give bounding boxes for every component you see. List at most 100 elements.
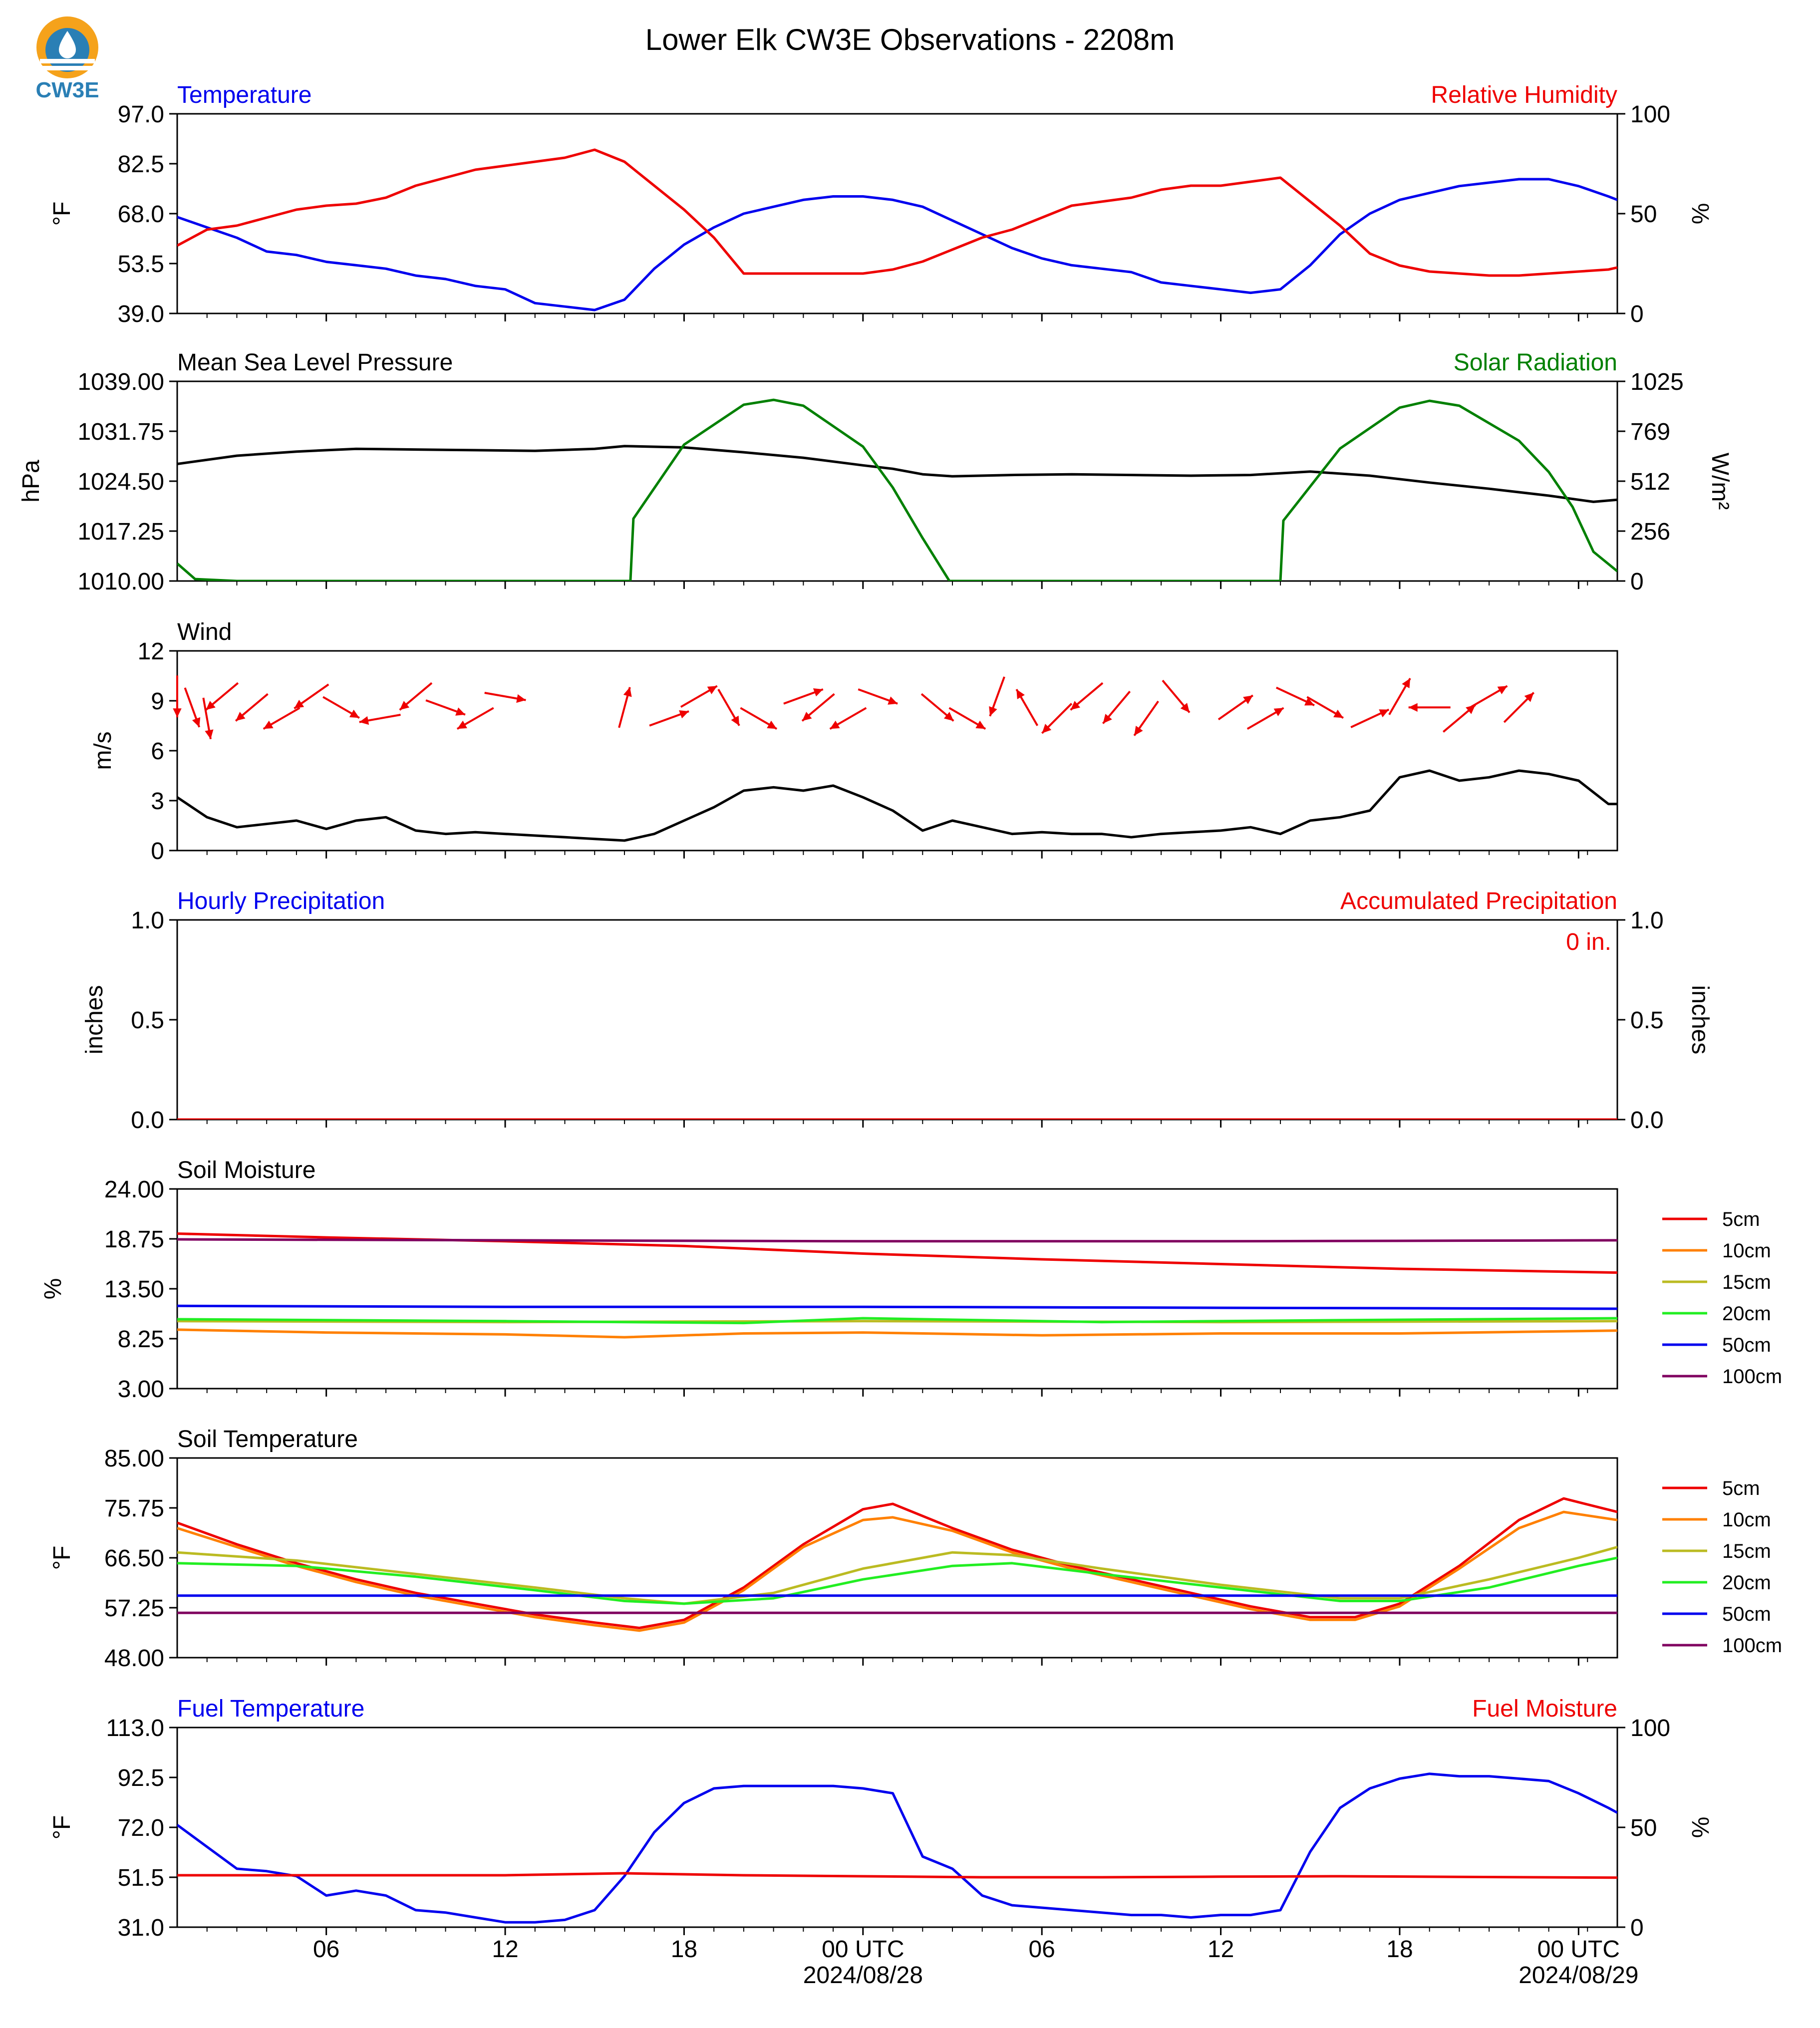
wind-arrow-head — [1379, 709, 1389, 718]
wind-arrow-head — [455, 707, 465, 716]
y-tick-label-right: 256 — [1630, 519, 1670, 545]
legend: 5cm 10cm 15cm 20cm 50cm 100cm — [1662, 1208, 1782, 1388]
wind-arrow — [1306, 696, 1344, 719]
wind-arrow — [294, 683, 329, 710]
wind-arrow-head — [1333, 709, 1343, 718]
legend-label: 10cm — [1722, 1509, 1771, 1531]
y-tick-label-left: 75.75 — [104, 1495, 164, 1522]
wind-arrow-head — [1134, 726, 1143, 736]
wind-arrow-head — [1042, 724, 1052, 733]
wind-arrow — [1102, 690, 1131, 724]
wind-arrow — [1133, 700, 1159, 736]
wind-arrow — [649, 710, 689, 727]
y-tick-label-left: 1017.25 — [77, 519, 164, 545]
wind-arrow-head — [236, 712, 246, 721]
y-tick-label-left: 1024.50 — [77, 469, 164, 495]
y-axis-label-right: % — [1687, 203, 1713, 225]
series-line-fuel-temperature — [177, 1772, 1617, 1924]
legend-label: 50cm — [1722, 1334, 1771, 1356]
y-tick-label-right: 769 — [1630, 419, 1670, 445]
wind-arrow-head — [206, 701, 216, 710]
y-axis-label-left: inches — [81, 985, 108, 1055]
y-tick-label-left: 12 — [138, 638, 164, 665]
plot-frame — [176, 1727, 1618, 1928]
wind-arrow — [359, 714, 401, 725]
legend-label: 5cm — [1722, 1477, 1760, 1499]
x-tick-label: 18 — [1386, 1936, 1413, 1963]
y-tick-label-left: 113.0 — [106, 1715, 164, 1741]
y-tick-label-left: 8.25 — [118, 1326, 164, 1353]
wind-arrow-head — [623, 687, 632, 697]
y-tick-label-left: 24.00 — [104, 1176, 164, 1203]
wind-arrow — [1350, 708, 1390, 728]
panel-title-right: Fuel Moisture — [1472, 1696, 1617, 1722]
wind-arrow-head — [1304, 697, 1314, 706]
y-tick-label-left: 1031.75 — [77, 419, 164, 445]
series-line-5cm — [177, 1232, 1617, 1274]
y-tick-label-right: 1.0 — [1630, 907, 1664, 934]
y-axis-label-left: % — [40, 1278, 66, 1300]
series-line-wind — [177, 769, 1617, 842]
wind-arrow — [1246, 707, 1284, 730]
x-tick-label: 06 — [313, 1936, 339, 1963]
wind-arrow — [425, 699, 466, 716]
y-tick-label-left: 39.0 — [118, 301, 164, 327]
y-axis-label-right: % — [1687, 1817, 1713, 1838]
y-axis-label-right: inches — [1687, 985, 1713, 1055]
y-tick-label-left: 68.0 — [118, 201, 164, 228]
y-tick-label-left: 18.75 — [104, 1226, 164, 1253]
series-line-solar-radiation — [177, 398, 1617, 581]
y-axis-label-left: °F — [49, 202, 75, 226]
y-tick-label-left: 66.50 — [104, 1545, 164, 1572]
y-tick-label-right: 100 — [1630, 101, 1670, 128]
panel-pressure_solar: Mean Sea Level Pressure Solar Radiation 10… — [18, 349, 1733, 595]
wind-arrow-head — [399, 701, 410, 710]
y-tick-label-left: 31.0 — [118, 1915, 164, 1941]
panel-title-left: Temperature — [177, 82, 311, 108]
wind-arrow — [484, 692, 526, 703]
wind-arrow — [205, 682, 239, 711]
plot-frame — [176, 1457, 1618, 1659]
wind-arrow — [1388, 677, 1411, 715]
y-tick-label-left: 1.0 — [131, 907, 164, 934]
wind-arrow-head — [888, 696, 898, 705]
y-tick-label-left: 57.25 — [104, 1595, 164, 1622]
wind-arrow-head — [294, 700, 304, 709]
wind-arrow-head — [1243, 695, 1253, 704]
y-tick-label-left: 0.0 — [131, 1107, 164, 1134]
wind-arrow — [1217, 694, 1253, 721]
panel-title-right: Accumulated Precipitation — [1340, 888, 1617, 914]
series-line-100cm — [177, 1238, 1617, 1243]
wind-arrow — [235, 693, 269, 722]
y-tick-label-left: 48.00 — [104, 1645, 164, 1672]
y-axis-label-left: m/s — [90, 731, 116, 770]
wind-arrow-head — [731, 715, 739, 726]
series-line-50cm — [177, 1304, 1617, 1310]
series-line-20cm — [177, 1317, 1617, 1325]
y-tick-label-left: 0.5 — [131, 1007, 164, 1034]
wind-arrow-head — [1273, 708, 1284, 716]
series-line-temperature — [177, 178, 1617, 311]
wind-arrow — [740, 707, 778, 730]
y-tick-label-left: 1039.00 — [77, 369, 164, 395]
y-tick-label-right: 50 — [1630, 1815, 1657, 1841]
wind-arrow-head — [192, 717, 201, 727]
y-axis-label-right: W/m² — [1707, 453, 1733, 510]
wind-arrow-head — [263, 720, 274, 729]
plot-frame — [176, 113, 1618, 314]
wind-arrow-head — [975, 720, 986, 729]
y-tick-label-left: 92.5 — [118, 1765, 164, 1791]
wind-arrow-head — [813, 688, 823, 697]
wind-arrow-head — [1103, 714, 1112, 724]
wind-arrow-head — [802, 712, 812, 721]
y-tick-label-left: 97.0 — [118, 101, 164, 128]
y-tick-label-right: 50 — [1630, 201, 1657, 228]
wind-arrow — [322, 696, 360, 719]
wind-arrow — [1275, 686, 1315, 706]
wind-arrow — [1041, 703, 1073, 734]
series-line-10cm — [177, 1328, 1617, 1339]
wind-arrow-head — [707, 686, 717, 694]
panel-soil_moisture: Soil Moisture 3.00 8.25 13.50 18.75 24.00% 5cm… — [40, 1157, 1782, 1403]
wind-arrow — [456, 707, 494, 730]
